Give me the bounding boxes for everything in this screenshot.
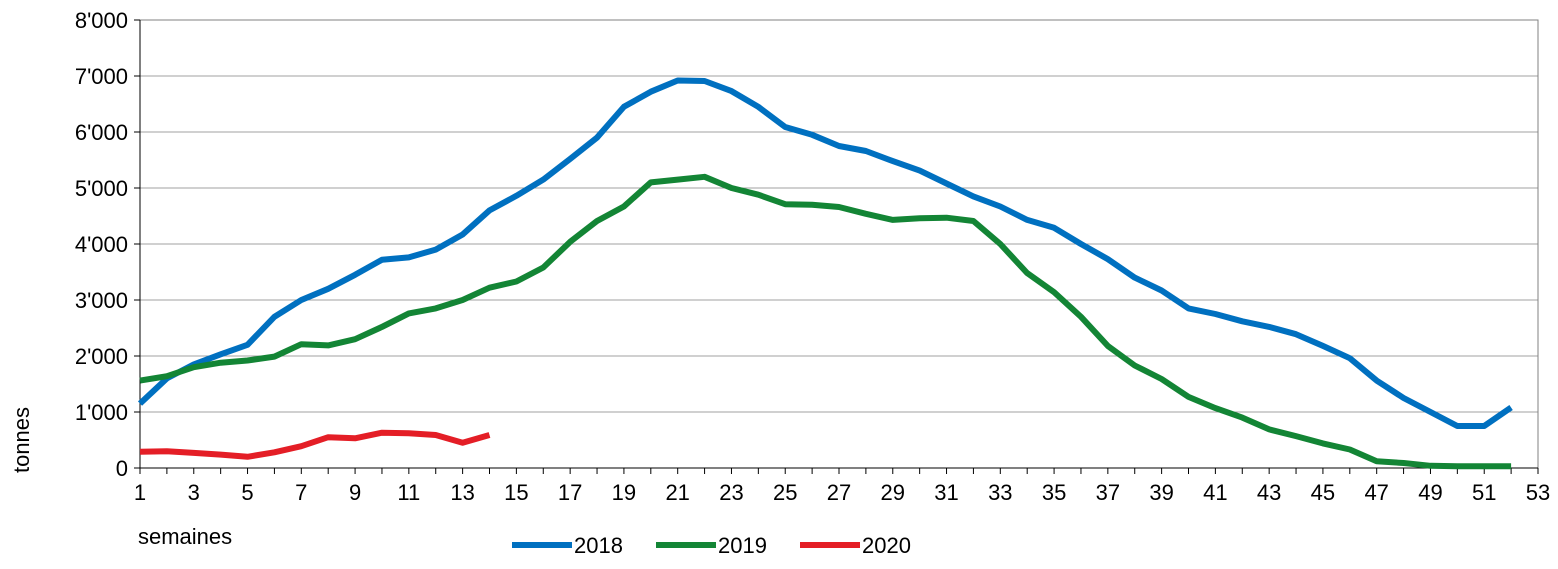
legend-label-2020: 2020 [862,533,911,558]
gridlines [140,19,1538,413]
x-tick-label: 9 [349,480,361,505]
y-tick-label: 7'000 [75,64,128,89]
legend: 2018 2019 2020 [512,533,911,558]
x-tick-label: 21 [665,480,689,505]
x-tick-label: 41 [1203,480,1227,505]
y-tick-label: 8'000 [75,8,128,33]
x-tick-label: 43 [1257,480,1281,505]
x-tick-label: 53 [1526,480,1550,505]
series-line-2019 [139,173,1512,470]
x-tick-label: 7 [295,480,307,505]
x-tick-label: 13 [450,480,474,505]
series-line-2020 [139,429,491,460]
series-lines [137,77,1513,470]
x-axis-title: semaines [138,524,232,549]
x-tick-label: 51 [1472,480,1496,505]
x-tick-label: 39 [1149,480,1173,505]
y-tick-label: 2'000 [75,344,128,369]
x-tick-label: 47 [1364,480,1388,505]
x-tick-label: 29 [881,480,905,505]
x-tick-label: 49 [1418,480,1442,505]
x-tick-label: 17 [558,480,582,505]
y-tick-label: 5'000 [75,176,128,201]
x-tick-label: 5 [241,480,253,505]
series-line-2018 [137,77,1513,429]
y-tick-label: 0 [116,456,128,481]
y-tick-label: 6'000 [75,120,128,145]
x-tick-label: 25 [773,480,797,505]
x-tick-label: 31 [934,480,958,505]
y-tick-label: 1'000 [75,400,128,425]
x-tick-label: 19 [612,480,636,505]
x-tick-label: 37 [1096,480,1120,505]
legend-label-2018: 2018 [574,533,623,558]
legend-label-2019: 2019 [718,533,767,558]
x-axis-ticks: 1 3 5 7 9 11 13 15 17 19 21 23 25 27 29 31 33 35 37 39 41 43 4… [134,468,1550,505]
x-tick-label: 3 [188,480,200,505]
x-tick-label: 27 [827,480,851,505]
x-tick-label: 23 [719,480,743,505]
y-tick-label: 4'000 [75,232,128,257]
x-tick-label: 1 [134,480,146,505]
y-tick-label: 3'000 [75,288,128,313]
x-tick-label: 35 [1042,480,1066,505]
x-tick-label: 33 [988,480,1012,505]
x-tick-label: 15 [504,480,528,505]
x-tick-label: 11 [397,480,420,505]
y-axis-title: tonnes [9,407,34,473]
y-axis-ticks: 0 1'000 2'000 3'000 4'000 5'000 6'000 7'000 8'00… [75,8,140,481]
x-tick-label: 45 [1311,480,1335,505]
